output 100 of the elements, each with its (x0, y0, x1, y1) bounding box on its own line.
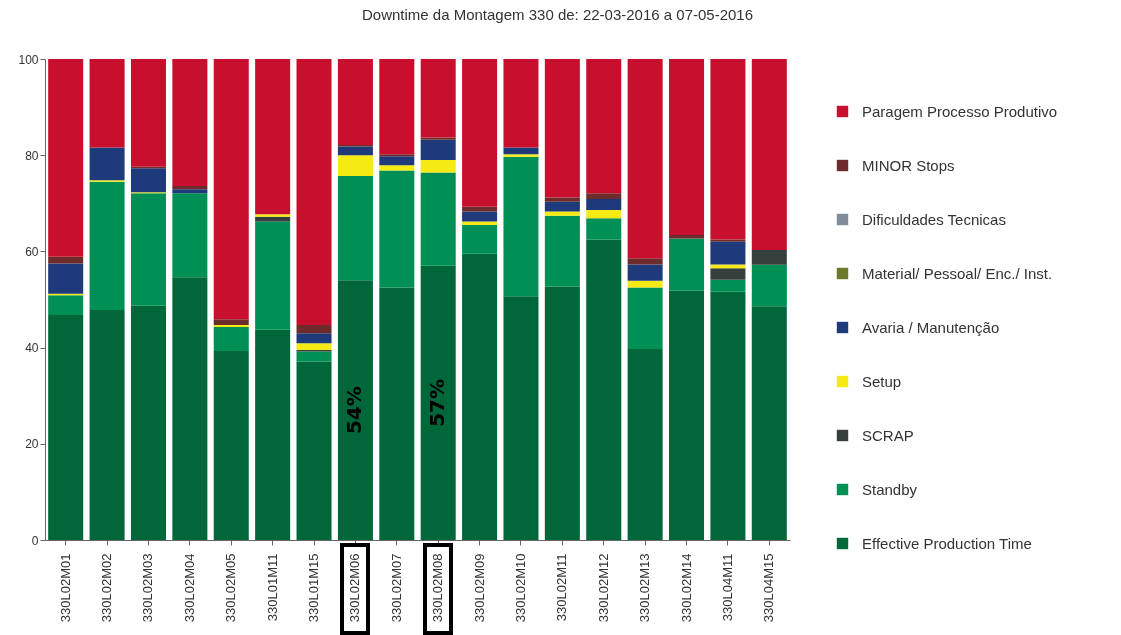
y-tick-label: 20 (25, 437, 39, 452)
bar (172, 189, 208, 194)
bar (710, 59, 746, 240)
y-tick-label: 0 (31, 533, 39, 548)
bar (586, 239, 622, 540)
bar (751, 264, 787, 307)
bar (130, 168, 166, 193)
legend-label: MINOR Stops (862, 156, 955, 174)
legend-label: Avaria / Manutenção (862, 318, 1000, 336)
bar (710, 264, 746, 269)
bar (172, 59, 208, 186)
x-tick-label: 330L02M09 (471, 553, 487, 623)
x-tick-label: 330L02M10 (512, 553, 528, 623)
bar (379, 287, 415, 540)
y-tick-label: 40 (25, 341, 39, 356)
bar (172, 277, 208, 540)
bar (544, 59, 580, 198)
bar (255, 214, 291, 217)
chart-title: Downtime da Montagem 330 de: 22-03-2016 a 07-05-2016 (361, 6, 754, 23)
x-tick-label: 330L02M05 (223, 553, 239, 623)
legend-label: Dificuldades Tecnicas (862, 210, 1006, 228)
legend-label: Paragem Processo Produtivo (862, 102, 1058, 120)
bar (751, 249, 787, 265)
bar (296, 333, 332, 344)
x-tick-label: 330L02M04 (181, 553, 197, 623)
x-tick-label: 330L02M14 (678, 553, 694, 623)
bar (710, 241, 746, 265)
bar (379, 156, 415, 166)
bar (89, 147, 125, 181)
x-tick-label: 330L02M01 (57, 553, 73, 623)
bar (462, 253, 498, 540)
x-tick-label: 330L01M11 (264, 553, 280, 622)
bar (544, 201, 580, 212)
bar (172, 193, 208, 278)
bar (420, 137, 456, 140)
bar (751, 306, 787, 540)
bar (627, 349, 663, 540)
x-tick-label: 330L02M13 (637, 553, 653, 623)
bar (255, 329, 291, 540)
bar (710, 268, 746, 280)
bar (337, 146, 373, 156)
x-tick-label: 330L02M02 (99, 553, 115, 623)
bar (48, 314, 84, 540)
bar (586, 193, 622, 199)
bar (213, 59, 249, 320)
bar (130, 305, 166, 540)
bar (544, 197, 580, 202)
legend-label: SCRAP (862, 426, 914, 444)
bar (130, 59, 166, 167)
x-tick-label: 330L02M11 (554, 553, 570, 622)
bar (503, 296, 539, 540)
bar (544, 215, 580, 287)
bar (669, 59, 705, 236)
bar (296, 343, 332, 351)
bar (296, 351, 332, 362)
bar (462, 211, 498, 222)
legend-label: Standby (862, 480, 918, 498)
x-tick-label: 330L02M08 (430, 553, 446, 623)
bar (420, 172, 456, 266)
bar (627, 258, 663, 265)
x-tick-label: 330L02M06 (347, 553, 363, 623)
x-tick-label: 330L04M11 (719, 553, 735, 622)
bar (503, 154, 539, 157)
bar (751, 59, 787, 250)
bar (48, 295, 84, 315)
bar (379, 59, 415, 155)
x-tick-label: 330L02M07 (388, 553, 404, 623)
bar (213, 350, 249, 540)
x-tick-label: 330L02M03 (140, 553, 156, 623)
bar (627, 59, 663, 259)
bar (462, 224, 498, 254)
bar (669, 290, 705, 540)
bar (337, 59, 373, 146)
bar (710, 291, 746, 540)
legend-label: Material/ Pessoal/ Enc./ Inst. (862, 264, 1053, 282)
bar (379, 170, 415, 288)
bar (503, 59, 539, 148)
legend-label: Effective Production Time (862, 534, 1032, 552)
bar (213, 326, 249, 351)
bar (544, 286, 580, 540)
bar (544, 211, 580, 216)
bar (379, 165, 415, 171)
bar (296, 324, 332, 334)
bar (296, 361, 332, 540)
bar (89, 310, 125, 540)
bar (130, 193, 166, 306)
y-tick-label: 100 (18, 52, 39, 67)
x-tick-label: 330L01M15 (306, 553, 322, 623)
legend-label: Setup (862, 372, 902, 390)
x-tick-label: 330L02M12 (595, 553, 611, 623)
bar (337, 280, 373, 540)
bar (420, 59, 456, 138)
y-tick-label: 60 (25, 244, 39, 259)
bar (586, 59, 622, 194)
bar (337, 155, 373, 176)
data-label: 54% (342, 386, 367, 435)
bar (89, 181, 125, 311)
bar (627, 264, 663, 281)
y-tick-label: 80 (25, 148, 39, 163)
bar (586, 210, 622, 219)
